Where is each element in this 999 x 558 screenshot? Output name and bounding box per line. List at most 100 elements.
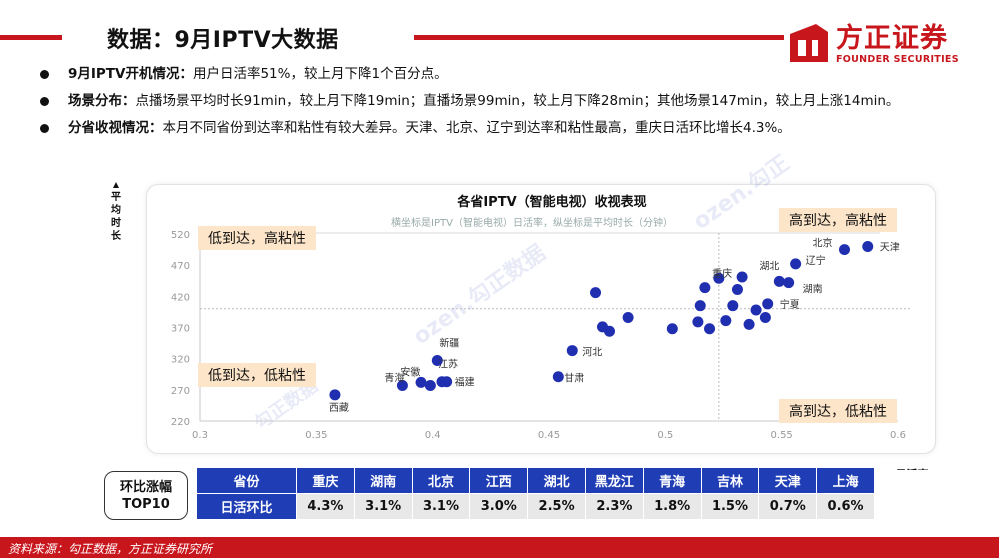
logo-mark-icon	[790, 24, 828, 62]
header-accent-bar-left	[0, 35, 62, 40]
bullet-dot-icon	[40, 97, 49, 106]
bullet-text: 用户日活率51%，较上月下降1个百分点。	[192, 66, 448, 82]
point-label: 河北	[582, 347, 602, 359]
watermark-text: ozen.勾正	[689, 150, 795, 235]
logo-text-cn: 方正证券	[836, 23, 948, 54]
quadrant-label-bottom-left-box	[198, 363, 316, 387]
header-accent-bar-right	[414, 35, 784, 40]
bullet-dot-icon	[40, 124, 49, 133]
y-tick-label: 270	[171, 386, 190, 397]
y-axis-label-char: 长	[111, 229, 122, 242]
scatter-point	[720, 315, 732, 327]
scatter-point	[415, 376, 427, 388]
point-label: 天津	[880, 241, 900, 253]
y-axis-label-char: 均	[111, 203, 121, 216]
y-axis-arrow-icon	[113, 182, 119, 188]
scatter-point	[750, 304, 762, 316]
table-header-row: 省份 重庆 湖南 北京 江西 湖北 黑龙江 青海 吉林 天津 上海	[196, 467, 875, 494]
scatter-point	[590, 287, 602, 299]
x-tick-label: 0.6	[890, 430, 906, 441]
company-logo: 方正证券 FOUNDER SECURITIES	[786, 14, 992, 68]
table-province-cell: 青海	[642, 467, 702, 494]
table-province-cell: 黑龙江	[584, 467, 644, 494]
y-axis-label-char: 时	[111, 216, 121, 229]
bullet-lead: 9月IPTV开机情况：	[68, 66, 193, 82]
page-title: 数据：9月IPTV大数据	[107, 28, 339, 53]
scatter-point	[790, 258, 802, 270]
scatter-point	[441, 376, 453, 388]
point-label: 西藏	[329, 402, 349, 414]
table-value-row: 日活环比 4.3% 3.1% 3.1% 3.0% 2.5% 2.3% 1.8% 1.5% 0.7…	[196, 493, 875, 520]
table-province-cell: 江西	[469, 467, 529, 494]
scatter-point	[783, 277, 795, 289]
table-value-cell: 0.6%	[816, 493, 875, 520]
quadrant-label-bottom-right-box	[779, 399, 897, 423]
x-axis-label: 日活率	[896, 467, 929, 470]
point-label: 湖南	[803, 283, 823, 296]
chart-title: 各省IPTV（智能电视）收视表现	[456, 194, 646, 210]
scatter-chart: ozen.勾正数据ozen.勾正勾正数据各省IPTV（智能电视）收视表现横坐标是…	[111, 150, 929, 470]
summary-bullets: 9月IPTV开机情况：用户日活率51%，较上月下降1个百分点。 场景分布：点播场…	[40, 66, 960, 147]
bullet-lead: 分省收视情况：	[68, 120, 163, 136]
quadrant-label-bottom-left: 低到达，低粘性	[208, 368, 306, 384]
table-value-cell: 1.5%	[700, 493, 760, 520]
y-axis-label-char: 平	[111, 191, 121, 203]
x-tick-label: 0.55	[771, 430, 793, 441]
quadrant-label-top-right-box	[779, 208, 897, 232]
point-label: 福建	[455, 376, 475, 389]
table-header-label: 省份	[196, 467, 297, 494]
x-tick-label: 0.35	[305, 430, 327, 441]
scatter-point	[552, 371, 564, 383]
bullet-text: 本月不同省份到达率和粘性有较大差异。天津、北京、辽宁到达率和粘性最高，重庆日活环…	[162, 120, 791, 136]
watermark-text: ozen.勾正数据	[409, 240, 551, 350]
scatter-point	[622, 312, 634, 324]
quadrant-label-bottom-right: 高到达，低粘性	[789, 403, 887, 420]
quadrant-label-top-left: 低到达，高粘性	[208, 230, 306, 247]
scatter-point	[424, 379, 436, 391]
scatter-point	[699, 282, 711, 294]
x-tick-label: 0.45	[538, 430, 560, 441]
point-label: 安徽	[400, 365, 420, 378]
scatter-point	[666, 323, 678, 335]
table-province-cell: 吉林	[700, 467, 760, 494]
x-tick-label: 0.5	[657, 430, 673, 441]
scatter-point	[838, 244, 850, 256]
scatter-point	[743, 318, 755, 330]
table-value-cell: 2.5%	[527, 493, 586, 520]
table-value-cell: 2.3%	[584, 493, 644, 520]
scatter-point	[431, 355, 443, 367]
scatter-point	[862, 240, 874, 252]
scatter-point	[773, 275, 785, 287]
scatter-point	[329, 389, 341, 401]
y-tick-label: 370	[171, 324, 190, 335]
y-tick-label: 470	[171, 261, 190, 272]
scatter-point	[694, 300, 706, 312]
source-note: 资料来源：勾正数据，方正证券研究所	[8, 542, 213, 556]
footer-bar: 资料来源：勾正数据，方正证券研究所	[0, 537, 999, 558]
top10-badge-line2: TOP10	[122, 496, 170, 512]
point-label: 辽宁	[806, 254, 826, 267]
bullet-item: 场景分布：点播场景平均时长91min，较上月下降19min；直播场景99min，…	[40, 93, 960, 110]
table-province-cell: 北京	[411, 467, 471, 494]
scatter-point	[713, 272, 725, 284]
quadrant-label-top-right: 高到达，高粘性	[789, 212, 887, 229]
x-tick-label: 0.4	[425, 430, 441, 441]
scatter-point	[727, 300, 739, 312]
table-row-label: 日活环比	[196, 493, 297, 520]
quadrant-label-top-left-box	[198, 226, 316, 250]
table-value-cell: 3.1%	[411, 493, 471, 520]
table-value-cell: 1.8%	[642, 493, 702, 520]
bullet-item: 分省收视情况：本月不同省份到达率和粘性有较大差异。天津、北京、辽宁到达率和粘性最…	[40, 120, 960, 137]
y-tick-label: 520	[171, 230, 190, 241]
scatter-point	[396, 379, 408, 391]
scatter-point	[759, 312, 771, 324]
scatter-point	[692, 316, 704, 328]
scatter-point	[566, 345, 578, 357]
bullet-item: 9月IPTV开机情况：用户日活率51%，较上月下降1个百分点。	[40, 66, 960, 83]
chart-subtitle: 横坐标是IPTV（智能电视）日活率，纵坐标是平均时长（分钟）	[391, 216, 673, 229]
table-value-cell: 3.0%	[469, 493, 529, 520]
scatter-point	[603, 325, 615, 337]
bullet-text: 点播场景平均时长91min，较上月下降19min；直播场景99min，较上月下降…	[135, 93, 900, 109]
scatter-point	[736, 271, 748, 283]
point-label: 青海	[384, 371, 404, 384]
